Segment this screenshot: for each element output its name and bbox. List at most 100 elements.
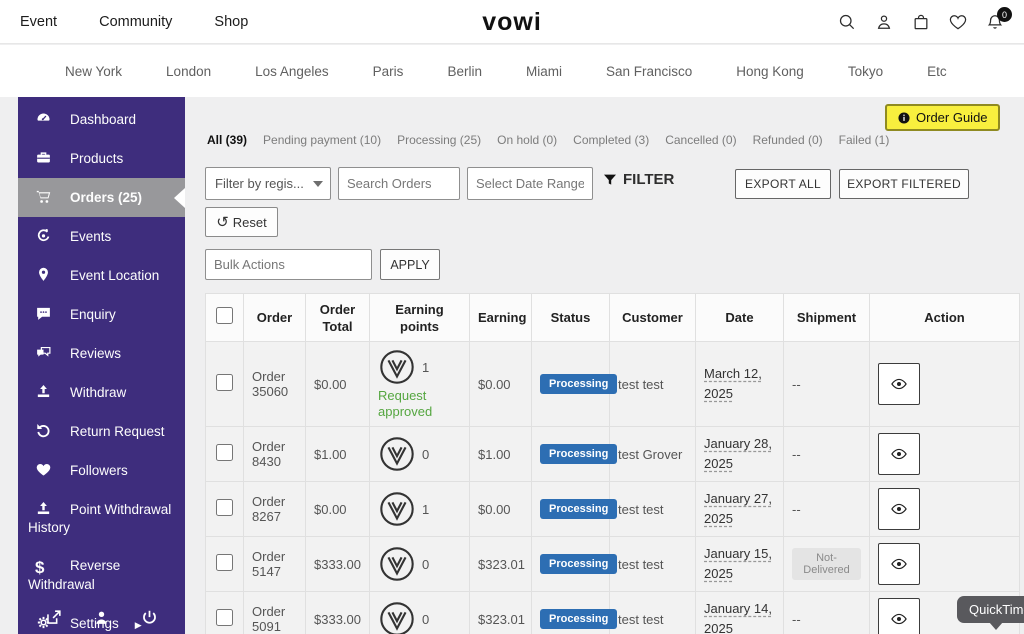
status-badge: Processing [540,609,618,629]
order-date[interactable]: January 27, 2025 [704,491,772,526]
city-paris[interactable]: Paris [372,63,404,79]
sidebar-item-settings[interactable]: Settings ▶ [18,604,185,634]
city-san-francisco[interactable]: San Francisco [605,63,693,79]
select-all-checkbox[interactable] [216,307,233,324]
row-checkbox[interactable] [216,499,233,516]
sidebar-label: Settings [70,616,119,631]
power-icon[interactable] [140,608,159,632]
view-order-button[interactable] [878,598,920,634]
status-filter-processing[interactable]: Processing (25) [397,133,482,147]
city-miami[interactable]: Miami [525,63,562,79]
sidebar-item-events[interactable]: Events [18,217,185,256]
gear-icon [35,614,54,631]
sidebar-label: Return Request [70,424,165,439]
order-date[interactable]: January 14, 2025 [704,601,772,634]
quicktime-tooltip: QuickTime [957,596,1024,630]
funnel-icon [602,172,618,188]
order-id[interactable]: Order 8267 [243,481,306,537]
order-date[interactable]: January 28, 2025 [704,436,772,471]
status-filter-on-hold[interactable]: On hold (0) [497,133,558,147]
nav-item-community[interactable]: Community [99,14,173,30]
date-range-input[interactable] [467,167,593,200]
city-tokyo[interactable]: Tokyo [847,63,884,79]
apply-button[interactable]: APPLY [380,249,440,280]
status-filter-pending-payment[interactable]: Pending payment (10) [263,133,382,147]
info-icon [897,111,911,125]
city-hong-kong[interactable]: Hong Kong [736,63,804,79]
registration-filter-select[interactable]: Filter by regis... [205,167,331,200]
status-filter-cancelled[interactable]: Cancelled (0) [665,133,737,147]
sidebar-item-dashboard[interactable]: Dashboard [18,100,185,139]
vowi-points-logo-icon [378,600,416,634]
col-customer: Customer [609,293,696,342]
filter-button[interactable]: FILTER [602,171,674,188]
points-count: 0 [422,556,430,572]
external-link-icon[interactable] [44,608,63,632]
sidebar-label: Withdraw [70,385,127,400]
order-guide-label: Order Guide [916,110,988,125]
orders-table: Order Order Total Earning points Earning… [205,293,1020,634]
chevron-down-icon [313,181,323,187]
bulk-actions-select[interactable] [205,249,372,280]
sidebar-item-followers[interactable]: Followers [18,451,185,490]
view-order-button[interactable] [878,488,920,530]
export-filtered-button[interactable]: EXPORT FILTERED [839,169,969,199]
points-count: 1 [422,501,430,517]
account-icon[interactable] [873,11,895,33]
city-berlin[interactable]: Berlin [447,63,482,79]
status-filter-refunded[interactable]: Refunded (0) [752,133,823,147]
order-id[interactable]: Order 5091 [243,591,306,634]
view-order-button[interactable] [878,433,920,475]
export-all-button[interactable]: EXPORT ALL [735,169,831,199]
order-id[interactable]: Order 8430 [243,426,306,482]
reset-button[interactable]: ↺ Reset [205,207,278,237]
vowi-points-logo-icon [378,348,416,386]
sidebar-item-return-request[interactable]: Return Request [18,412,185,451]
order-id[interactable]: Order 5147 [243,536,306,592]
city-london[interactable]: London [166,63,212,79]
order-guide-button[interactable]: Order Guide [885,104,1000,131]
reset-label: Reset [232,214,267,230]
order-date[interactable]: March 12, 2025 [704,366,762,401]
customer-name: test Grover [609,426,696,482]
eye-icon [889,499,909,519]
header-icons: 0 [836,0,1012,44]
status-filter-completed[interactable]: Completed (3) [573,133,650,147]
city-new-york[interactable]: New York [65,63,123,79]
sidebar-item-products[interactable]: Products [18,139,185,178]
row-checkbox[interactable] [216,374,233,391]
status-filter-all[interactable]: All (39) [207,133,248,147]
order-date[interactable]: January 15, 2025 [704,546,772,581]
row-checkbox[interactable] [216,609,233,626]
sidebar-item-reviews[interactable]: Reviews [18,334,185,373]
sidebar-item-point-withdrawal-history[interactable]: Point Withdrawal History [18,490,185,547]
city-los-angeles[interactable]: Los Angeles [255,63,329,79]
eye-icon [889,554,909,574]
sidebar-item-orders[interactable]: Orders (25) [18,178,185,217]
city-etc[interactable]: Etc [927,63,947,79]
sidebar-label: Followers [70,463,128,478]
sidebar-item-reverse-withdrawal[interactable]: $ Reverse Withdrawal [18,547,185,604]
view-order-button[interactable] [878,363,920,405]
status-filter-failed[interactable]: Failed (1) [838,133,890,147]
col-status: Status [531,293,610,342]
search-icon[interactable] [836,11,858,33]
sidebar-item-withdraw[interactable]: Withdraw [18,373,185,412]
upload-icon [35,383,54,400]
row-checkbox[interactable] [216,554,233,571]
row-checkbox[interactable] [216,444,233,461]
cart-bag-icon[interactable] [910,11,932,33]
earning-value: $323.01 [469,536,532,592]
notifications-bell-icon[interactable]: 0 [984,7,1012,33]
sidebar-item-event-location[interactable]: Event Location [18,256,185,295]
view-order-button[interactable] [878,543,920,585]
undo-icon: ↺ [216,213,229,231]
order-total: $0.00 [305,481,370,537]
nav-item-event[interactable]: Event [20,14,58,30]
search-orders-input[interactable] [338,167,460,200]
order-id[interactable]: Order 35060 [243,341,306,427]
user-icon[interactable] [92,608,111,632]
nav-item-shop[interactable]: Shop [214,14,249,30]
wishlist-heart-icon[interactable] [947,11,969,33]
sidebar-item-enquiry[interactable]: Enquiry [18,295,185,334]
